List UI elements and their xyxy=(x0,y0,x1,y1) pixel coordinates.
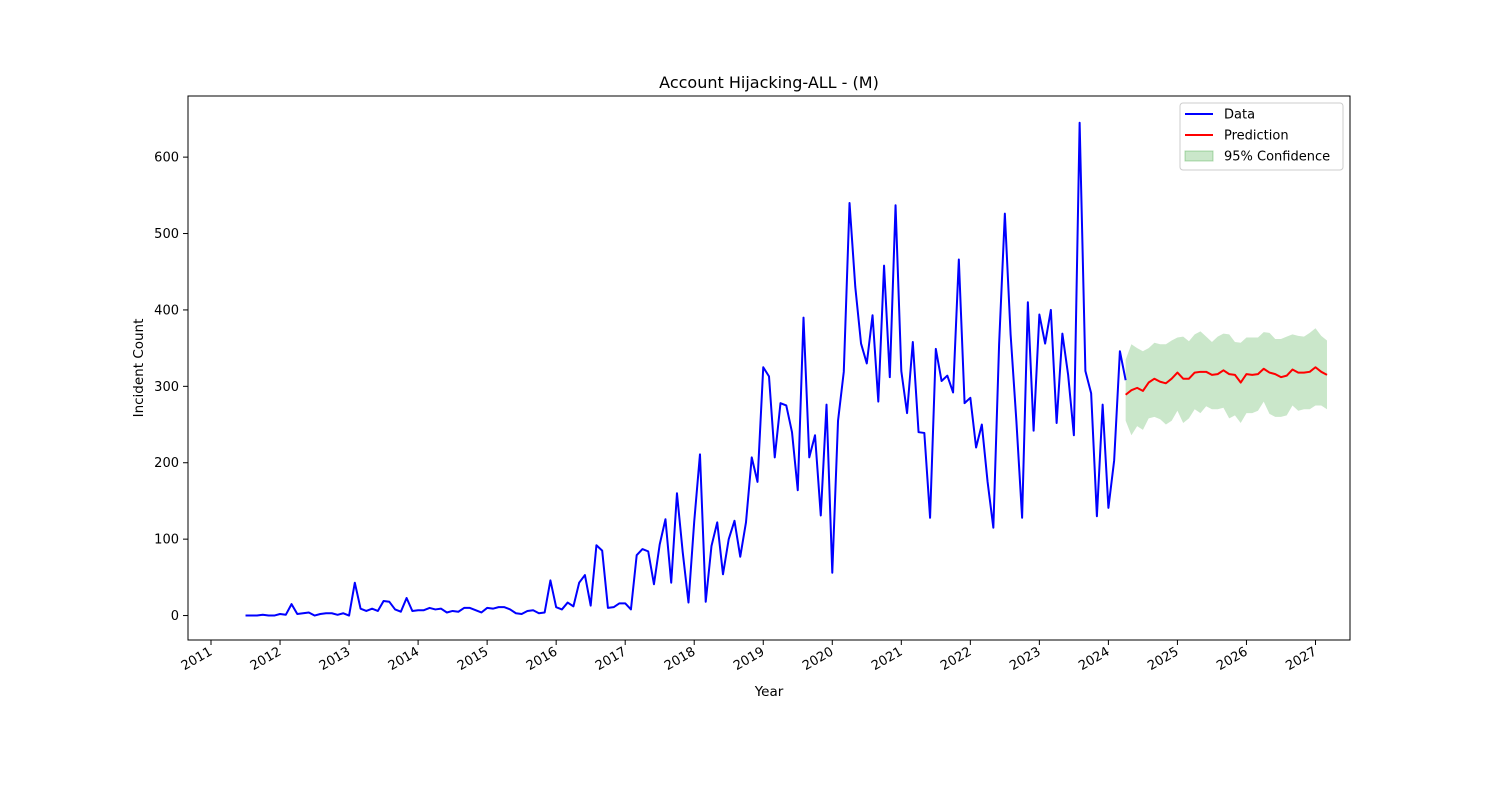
confidence-band xyxy=(1125,328,1327,436)
plot-frame xyxy=(187,95,1351,641)
y-tick-label: 500 xyxy=(154,227,179,242)
series-line-prediction xyxy=(1125,366,1328,396)
legend-swatch-95-confidence xyxy=(1184,150,1214,162)
y-tick-label: 100 xyxy=(154,533,179,548)
legend-label-data: Data xyxy=(1224,108,1255,123)
y-tick-label: 600 xyxy=(154,151,179,166)
legend-label-95-confidence: 95% Confidence xyxy=(1224,150,1330,165)
x-axis-title: Year xyxy=(754,684,784,700)
legend: Data Prediction 95% Confidence xyxy=(1179,102,1344,171)
legend-label-prediction: Prediction xyxy=(1224,129,1289,144)
y-tick-label: 200 xyxy=(154,456,179,471)
chart-title: Account Hijacking-ALL - (M) xyxy=(659,73,879,92)
legend-box xyxy=(1179,102,1344,171)
y-tick-label: 400 xyxy=(154,303,179,318)
series-layer xyxy=(245,121,1328,617)
y-tick-label: 300 xyxy=(154,380,179,395)
y-axis: 0 100 200 300 400 500 600 xyxy=(154,151,188,624)
y-axis-title: Incident Count xyxy=(131,319,147,418)
y-tick-label: 0 xyxy=(171,609,179,624)
confidence-band-layer xyxy=(1125,328,1327,436)
series-line-data xyxy=(245,121,1127,617)
